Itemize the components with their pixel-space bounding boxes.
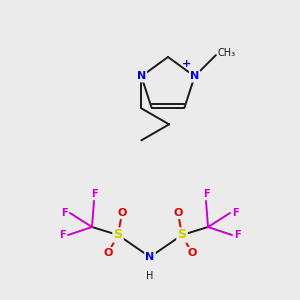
Text: O: O	[103, 248, 113, 258]
Text: N: N	[146, 252, 154, 262]
Text: F: F	[91, 189, 97, 199]
Text: O: O	[187, 248, 197, 258]
Text: F: F	[232, 208, 238, 218]
Text: S: S	[113, 229, 122, 242]
Text: N: N	[190, 71, 199, 81]
Text: S: S	[178, 229, 187, 242]
Text: F: F	[203, 189, 209, 199]
Text: N: N	[137, 71, 146, 81]
Text: H: H	[146, 271, 154, 281]
Text: F: F	[59, 230, 66, 240]
Text: O: O	[117, 208, 127, 218]
Text: F: F	[234, 230, 241, 240]
Text: O: O	[173, 208, 183, 218]
Text: F: F	[61, 208, 68, 218]
Text: +: +	[182, 59, 191, 69]
Text: CH₃: CH₃	[218, 48, 236, 58]
